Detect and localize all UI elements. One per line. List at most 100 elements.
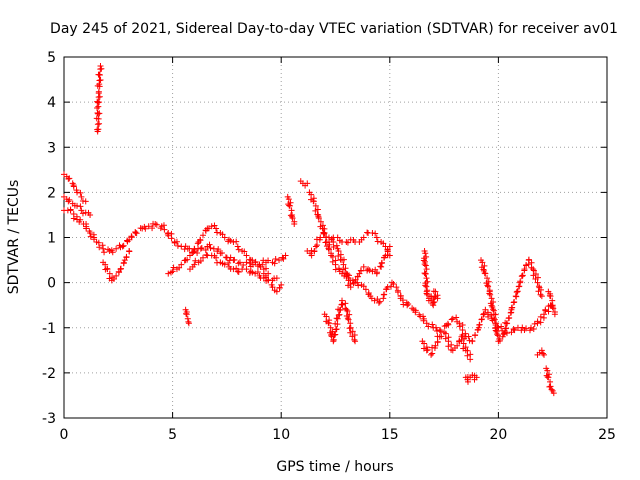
data-point [291,220,298,227]
data-point [262,265,269,272]
data-point [360,263,367,270]
data-point [493,320,500,327]
data-point [378,263,385,270]
data-point [240,262,247,269]
data-point [546,371,553,378]
data-point [496,337,503,344]
data-point [120,242,127,249]
data-point [271,260,278,267]
data-point [315,213,322,220]
data-point [235,269,242,276]
data-point [503,320,510,327]
data-point [400,301,407,308]
data-point [321,229,328,236]
data-point [126,248,133,255]
data-point [91,234,98,241]
data-point [329,258,336,265]
data-point [113,272,120,279]
data-point [376,298,383,305]
data-point [532,276,539,283]
data-point [109,249,116,256]
data-point [207,245,214,252]
data-point [525,261,532,268]
data-point [243,259,250,266]
y-tick-label: -2 [42,366,56,382]
data-point [388,279,395,286]
data-point [390,280,397,287]
data-point [512,293,519,300]
y-axis-label: SDTVAR / TECUs [6,180,22,295]
data-point [161,226,168,233]
data-point [423,275,430,282]
x-axis-label: GPS time / hours [276,459,393,475]
data-point [448,316,455,323]
data-point [243,252,250,259]
data-point [534,318,541,325]
data-point [482,306,489,313]
data-point [142,225,149,232]
data-point [412,307,419,314]
data-point [491,316,498,323]
data-point [79,210,86,217]
data-point [421,261,428,268]
data-point [236,259,243,266]
data-point [168,235,175,242]
data-point [510,299,517,306]
data-point [170,264,177,271]
data-point [511,327,518,334]
data-point [66,196,73,203]
y-tick-label: 4 [47,95,56,111]
x-tick-label: 0 [60,427,69,443]
data-point [465,333,472,340]
axis-ticks: 0 5 10 15 20 25 -3 -2 -1 0 1 2 3 4 5 [42,50,616,443]
data-point [334,321,341,328]
data-point [372,230,379,237]
data-point [454,342,461,349]
data-point [436,327,443,334]
data-point [87,211,94,218]
data-point [422,250,429,257]
data-point [249,269,256,276]
data-point [286,202,293,209]
data-point [422,262,429,269]
data-point [538,347,545,354]
data-point [95,88,102,95]
data-point [432,342,439,349]
data-point [542,307,549,314]
data-point [488,302,495,309]
data-point [334,234,341,241]
data-point [273,275,280,282]
data-point [547,383,554,390]
data-point [184,256,191,263]
data-point [312,243,319,250]
data-point [329,328,336,335]
data-point [344,308,351,315]
data-point [541,311,548,318]
data-point [345,316,352,323]
data-point [471,332,478,339]
data-point [375,299,382,306]
data-point [473,374,480,381]
data-point [420,315,427,322]
data-point [550,390,557,397]
data-point [423,253,430,260]
data-point [203,251,210,258]
data-point [70,182,77,189]
data-point [123,254,130,261]
data-point [349,333,356,340]
data-point [215,246,222,253]
data-point [360,283,367,290]
data-point [280,255,287,262]
data-point [231,256,238,263]
data-point [507,309,514,316]
data-point [362,286,369,293]
data-point [100,245,107,252]
data-point [197,257,204,264]
data-point [119,243,126,250]
data-point [481,270,488,277]
data-point [113,245,120,252]
data-point [128,234,135,241]
data-point [197,237,204,244]
data-point [492,311,499,318]
data-point [551,311,558,318]
